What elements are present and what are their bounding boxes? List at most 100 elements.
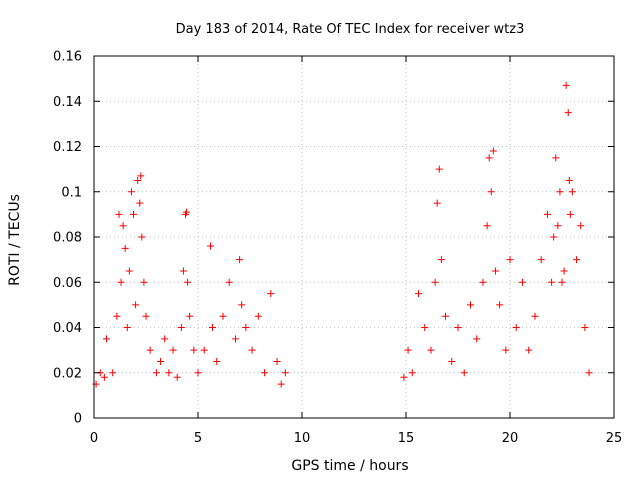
data-point — [254, 312, 262, 320]
axis-ticks: 0 5 10 15 20 25 0 0.02 0.04 0.06 0.08 0.1 0.12 0.14 0.… — [53, 50, 622, 447]
data-point — [100, 373, 108, 381]
data-point — [437, 256, 445, 264]
data-point — [146, 346, 154, 354]
data-point — [183, 208, 191, 216]
data-point — [194, 369, 202, 377]
data-point — [433, 199, 441, 207]
x-tick-label: 5 — [194, 431, 202, 446]
data-point — [585, 369, 593, 377]
data-point — [502, 346, 510, 354]
data-point — [152, 369, 160, 377]
data-point — [190, 346, 198, 354]
data-point — [460, 369, 468, 377]
data-point — [113, 312, 121, 320]
data-point — [491, 267, 499, 275]
data-point — [273, 357, 281, 365]
y-tick-label: 0.12 — [53, 140, 82, 155]
y-tick-label: 0 — [74, 412, 82, 427]
data-point — [454, 324, 462, 331]
y-tick-label: 0.02 — [53, 366, 82, 381]
data-point — [125, 267, 133, 275]
data-point — [161, 335, 169, 343]
data-point — [581, 324, 589, 331]
data-point — [138, 233, 146, 241]
data-point — [554, 222, 562, 230]
data-point — [140, 278, 148, 286]
data-point — [136, 199, 144, 207]
data-point — [137, 172, 145, 180]
data-point — [537, 256, 545, 264]
data-point — [489, 147, 497, 155]
data-point — [573, 256, 581, 264]
data-point — [431, 278, 439, 286]
chart-title: Day 183 of 2014, Rate Of TEC Index for r… — [176, 22, 525, 37]
data-point — [134, 176, 142, 184]
data-point — [115, 210, 123, 218]
data-point — [119, 222, 127, 230]
data-point — [123, 324, 131, 331]
data-point — [184, 278, 192, 286]
data-point — [179, 267, 187, 275]
data-point — [565, 176, 573, 184]
data-point — [473, 335, 481, 343]
data-point — [102, 335, 110, 343]
data-point — [442, 312, 450, 320]
data-point — [556, 188, 564, 196]
data-point — [577, 222, 585, 230]
data-point — [173, 373, 181, 381]
data-point — [421, 324, 429, 331]
x-tick-label: 10 — [294, 431, 311, 446]
data-point — [483, 222, 491, 230]
data-point — [435, 165, 443, 173]
data-point — [213, 357, 221, 365]
data-points — [92, 81, 593, 388]
data-point — [117, 278, 125, 286]
data-point — [109, 369, 117, 377]
data-point — [479, 278, 487, 286]
x-tick-label: 0 — [90, 431, 98, 446]
data-point — [231, 335, 239, 343]
data-point — [242, 324, 250, 331]
data-point — [531, 312, 539, 320]
data-point — [566, 210, 574, 218]
data-point — [238, 301, 246, 309]
data-point — [548, 278, 556, 286]
data-point — [267, 290, 275, 298]
data-point — [512, 324, 520, 331]
data-point — [550, 233, 558, 241]
y-tick-label: 0.16 — [53, 50, 82, 65]
data-point — [448, 357, 456, 365]
data-point — [165, 369, 173, 377]
data-point — [261, 369, 269, 377]
y-tick-label: 0.1 — [61, 185, 82, 200]
y-axis-label: ROTI / TECUs — [7, 194, 23, 286]
data-point — [400, 373, 408, 381]
data-point — [562, 81, 570, 89]
data-point — [496, 301, 504, 309]
y-tick-label: 0.04 — [53, 321, 82, 336]
data-point — [169, 346, 177, 354]
data-point — [142, 312, 150, 320]
data-point — [248, 346, 256, 354]
data-point — [427, 346, 435, 354]
data-point — [525, 346, 533, 354]
data-point — [414, 290, 422, 298]
x-tick-label: 20 — [502, 431, 519, 446]
data-point — [564, 109, 572, 117]
data-point — [219, 312, 227, 320]
x-tick-label: 15 — [398, 431, 415, 446]
data-point — [485, 154, 493, 162]
data-point — [206, 242, 214, 250]
data-point — [225, 278, 233, 286]
grid-lines — [94, 56, 614, 418]
x-tick-label: 25 — [606, 431, 623, 446]
data-point — [132, 301, 140, 309]
data-point — [552, 154, 560, 162]
data-point — [130, 210, 138, 218]
data-point — [543, 210, 551, 218]
data-point — [277, 380, 285, 388]
data-point — [558, 278, 566, 286]
data-point — [177, 324, 185, 331]
data-point — [121, 244, 129, 252]
